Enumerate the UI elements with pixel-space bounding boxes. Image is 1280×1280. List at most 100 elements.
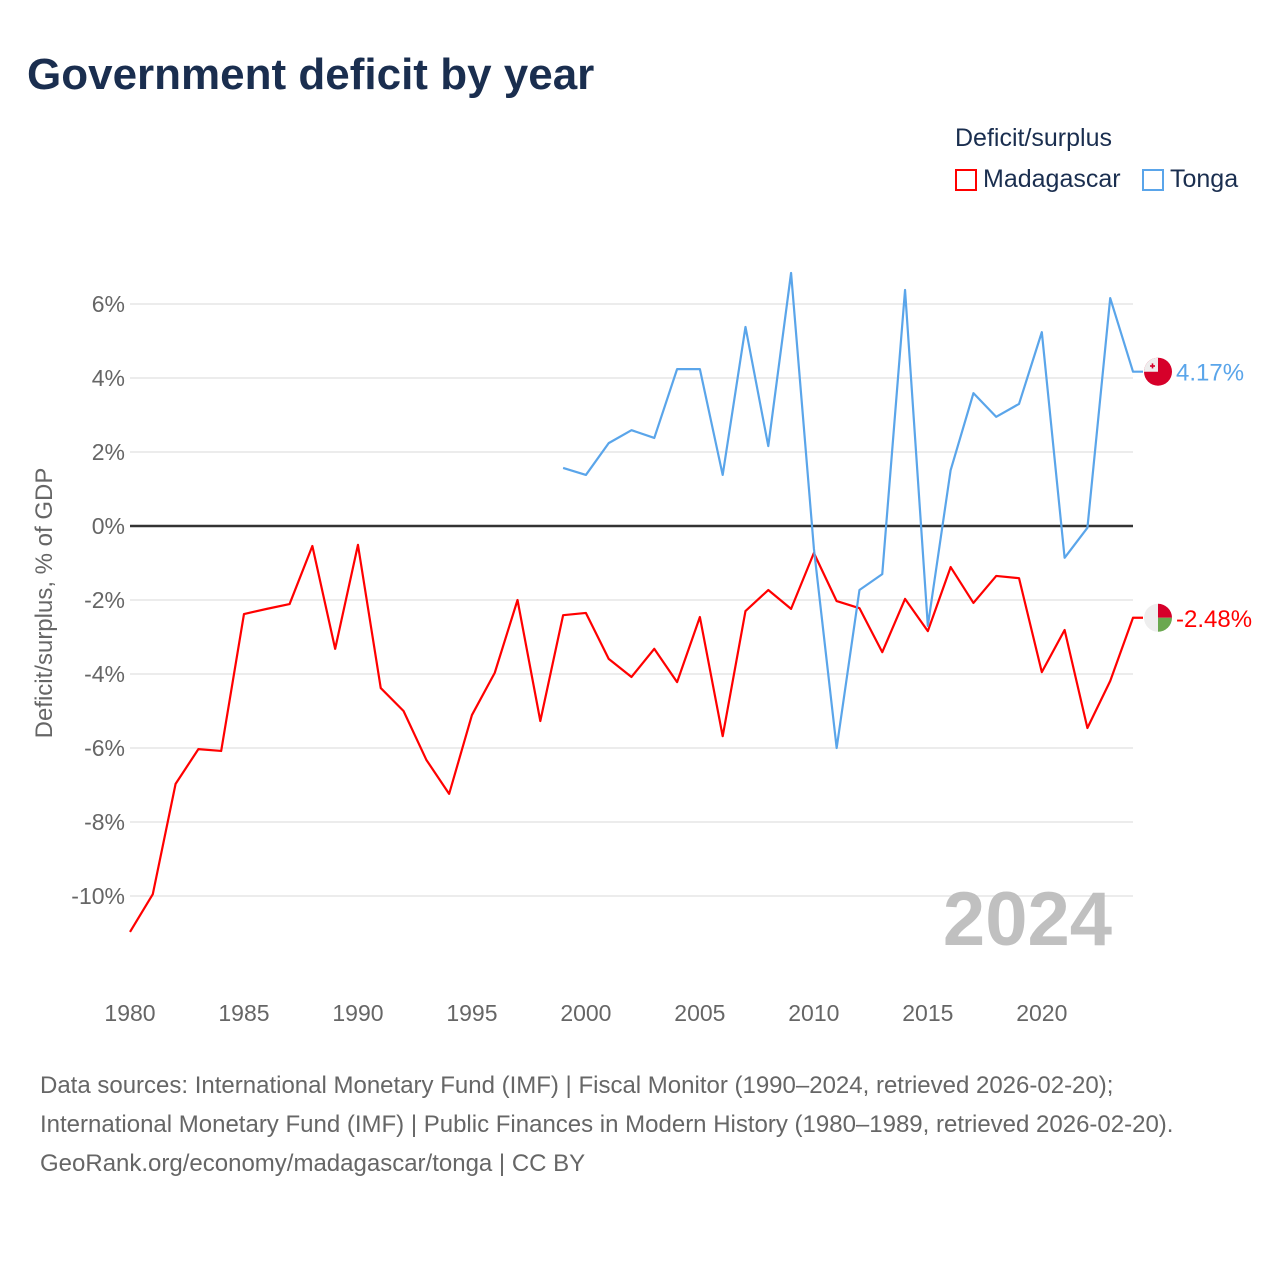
data-point[interactable] (765, 443, 771, 449)
data-point[interactable] (1039, 669, 1045, 675)
flag-tonga-icon (1144, 357, 1172, 386)
end-value-label: -2.48% (1176, 606, 1252, 633)
chart-title: Government deficit by year (27, 50, 595, 99)
y-axis-label: Deficit/surplus, % of GDP (31, 468, 58, 739)
data-point[interactable] (583, 610, 589, 616)
data-point[interactable] (629, 427, 635, 433)
y-tick-label: 4% (92, 365, 125, 391)
data-point[interactable] (378, 685, 384, 691)
data-point[interactable] (948, 564, 954, 570)
data-point[interactable] (1016, 401, 1022, 407)
data-point[interactable] (879, 649, 885, 655)
data-point[interactable] (606, 656, 612, 662)
data-point[interactable] (1130, 615, 1136, 621)
data-point[interactable] (1016, 575, 1022, 581)
series-line-madagascar (129, 543, 1143, 933)
data-point[interactable] (1062, 627, 1068, 633)
x-tick-label: 2020 (1016, 1000, 1067, 1026)
data-point[interactable] (469, 712, 475, 718)
data-point[interactable] (856, 587, 862, 593)
x-tick-label: 2000 (560, 1000, 611, 1026)
data-point[interactable] (834, 598, 840, 604)
x-tick-label: 1995 (446, 1000, 497, 1026)
data-point[interactable] (606, 440, 612, 446)
data-point[interactable] (560, 612, 566, 618)
data-point[interactable] (948, 467, 954, 473)
data-point[interactable] (446, 791, 452, 797)
data-point[interactable] (264, 606, 270, 612)
data-point[interactable] (218, 748, 224, 754)
data-point[interactable] (651, 646, 657, 652)
data-point[interactable] (1084, 725, 1090, 731)
y-tick-label: -8% (84, 809, 125, 835)
data-point[interactable] (765, 587, 771, 593)
data-point[interactable] (1130, 369, 1136, 375)
data-point[interactable] (492, 670, 498, 676)
data-point[interactable] (173, 781, 179, 787)
legend-title: Deficit/surplus (955, 124, 1112, 152)
y-tick-label: -2% (84, 587, 125, 613)
data-point[interactable] (287, 601, 293, 607)
data-point[interactable] (674, 366, 680, 372)
data-point[interactable] (811, 545, 817, 551)
data-point[interactable] (788, 606, 794, 612)
legend-item-tonga[interactable]: Tonga (1142, 165, 1238, 194)
data-point[interactable] (720, 472, 726, 478)
data-point[interactable] (742, 324, 748, 330)
x-tick-label: 1990 (332, 1000, 383, 1026)
data-point[interactable] (970, 600, 976, 606)
data-point[interactable] (1084, 525, 1090, 531)
legend-item-madagascar[interactable]: Madagascar (955, 165, 1121, 194)
series-line-tonga (562, 271, 1143, 750)
y-tick-label: 6% (92, 291, 125, 317)
data-point[interactable] (742, 608, 748, 614)
data-point[interactable] (879, 571, 885, 577)
x-tick-label: 2005 (674, 1000, 725, 1026)
data-point[interactable] (241, 611, 247, 617)
y-tick-label: -10% (71, 883, 125, 909)
legend-label: Madagascar (983, 165, 1121, 193)
data-point[interactable] (1062, 555, 1068, 561)
data-point[interactable] (1107, 295, 1113, 301)
data-point[interactable] (925, 623, 931, 629)
data-point[interactable] (925, 628, 931, 634)
data-point[interactable] (560, 465, 566, 471)
data-point[interactable] (902, 596, 908, 602)
data-point[interactable] (150, 891, 156, 897)
y-tick-label: 2% (92, 439, 125, 465)
data-point[interactable] (127, 929, 133, 935)
legend-label: Tonga (1170, 165, 1239, 193)
data-point[interactable] (629, 674, 635, 680)
data-point[interactable] (537, 718, 543, 724)
data-point[interactable] (309, 543, 315, 549)
data-point[interactable] (993, 573, 999, 579)
x-tick-label: 1980 (104, 1000, 155, 1026)
data-point[interactable] (993, 414, 999, 420)
data-point[interactable] (834, 745, 840, 751)
data-point[interactable] (697, 614, 703, 620)
data-point[interactable] (1107, 678, 1113, 684)
data-point[interactable] (332, 646, 338, 652)
data-point[interactable] (355, 542, 361, 548)
data-point[interactable] (651, 435, 657, 441)
attribution-link[interactable]: GeoRank.org/economy/madagascar/tonga | C… (40, 1150, 586, 1177)
data-point[interactable] (1039, 329, 1045, 335)
data-point[interactable] (583, 472, 589, 478)
data-point[interactable] (401, 708, 407, 714)
data-point[interactable] (423, 757, 429, 763)
sources-text: Data sources: International Monetary Fun… (40, 1072, 1174, 1138)
data-point[interactable] (674, 679, 680, 685)
y-tick-label: 0% (92, 513, 125, 539)
y-tick-label: -4% (84, 661, 125, 687)
data-point[interactable] (720, 733, 726, 739)
data-point[interactable] (515, 597, 521, 603)
data-point[interactable] (902, 287, 908, 293)
data-point[interactable] (195, 746, 201, 752)
data-point[interactable] (788, 270, 794, 276)
data-point[interactable] (970, 390, 976, 396)
data-point[interactable] (697, 366, 703, 372)
data-sources: Data sources: International Monetary Fun… (40, 1066, 1240, 1183)
legend-swatch-madagascar (955, 168, 977, 191)
year-label: 2024 (943, 877, 1112, 962)
